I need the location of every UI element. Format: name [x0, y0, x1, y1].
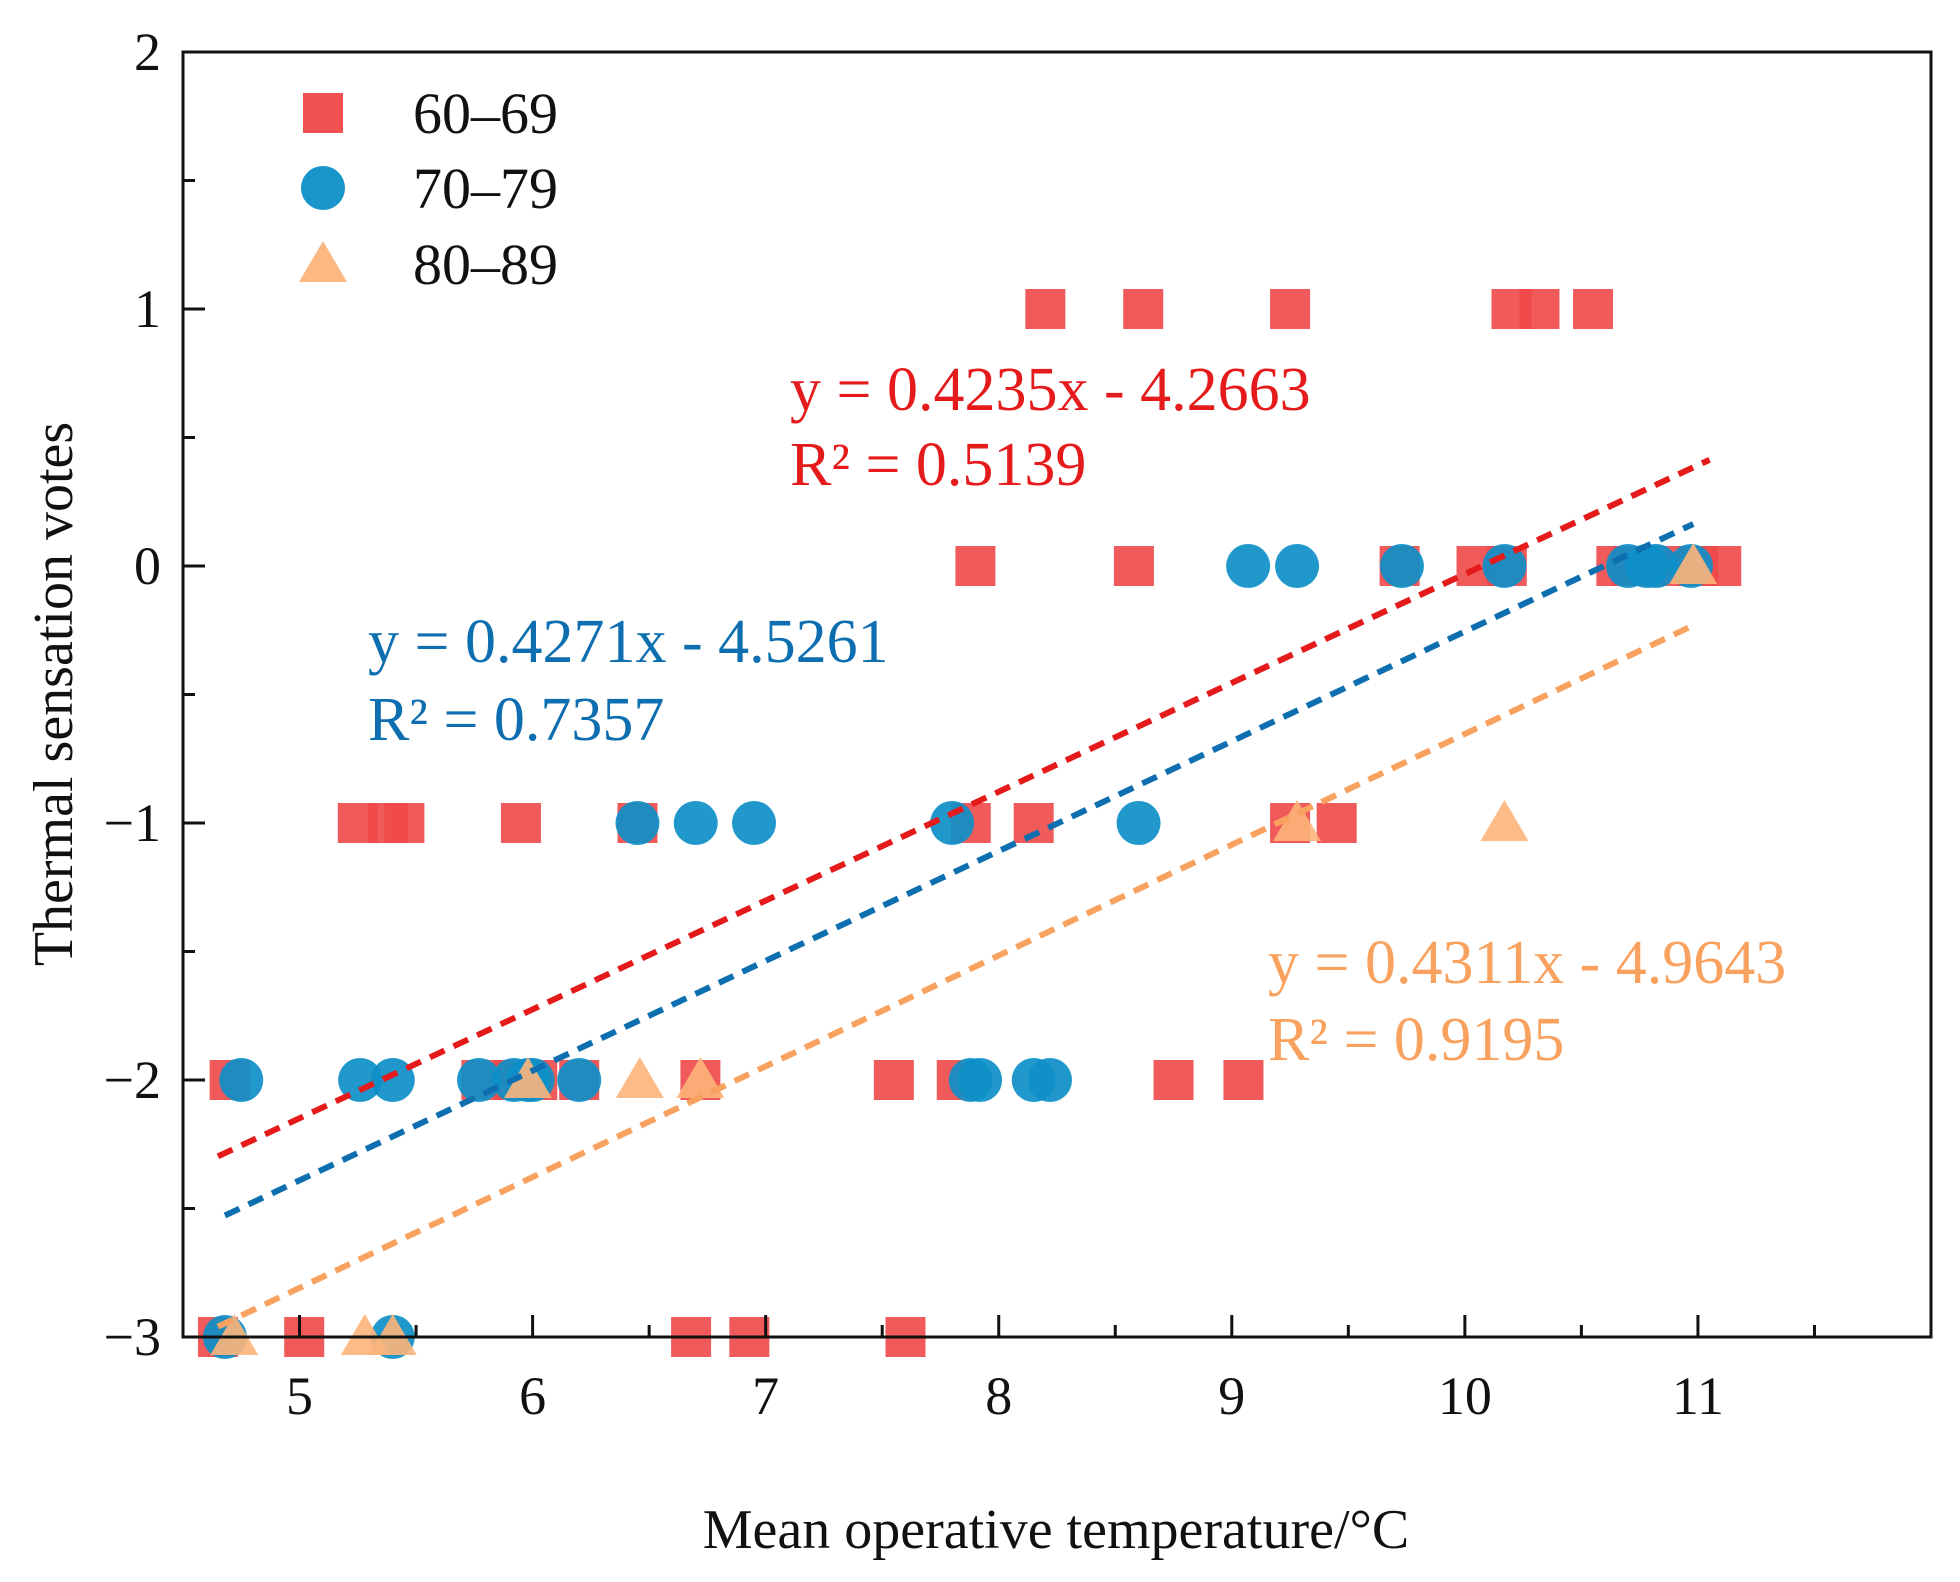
data-point — [1153, 1060, 1194, 1100]
data-point — [384, 803, 425, 843]
legend-marker-series-70-79 — [301, 166, 345, 210]
data-point — [210, 1314, 259, 1355]
y-tick-label: 2 — [134, 22, 161, 82]
x-tick-label: 5 — [286, 1366, 313, 1426]
data-point — [873, 1060, 914, 1100]
y-tick-label: −2 — [104, 1050, 161, 1110]
y-tick-label: 1 — [134, 279, 161, 339]
y-tick-label: −1 — [104, 793, 161, 853]
x-axis-label: Mean operative temperature/°C — [703, 1499, 1410, 1561]
data-point — [338, 1058, 383, 1102]
data-point — [368, 1314, 417, 1355]
series-80-89-points — [210, 543, 1718, 1355]
data-point — [1573, 289, 1614, 329]
data-point — [615, 801, 660, 845]
series-80-89-fit-equation: y = 0.4311x - 4.9643 — [1268, 929, 1786, 997]
data-point — [676, 1057, 725, 1098]
series-70-79-fit-line — [223, 521, 1695, 1219]
x-tick-label: 10 — [1438, 1366, 1492, 1426]
x-tick-label: 8 — [985, 1366, 1012, 1426]
data-point — [1316, 803, 1357, 843]
data-point — [1116, 801, 1161, 845]
data-point — [1028, 1058, 1073, 1102]
legend-marker-series-60-69 — [303, 93, 343, 133]
x-axis-ticks: 5 6 7 8 9 10 11 — [286, 1315, 1816, 1426]
legend-label-series-70-79: 70–79 — [413, 156, 558, 221]
series-80-89-fit-line — [216, 623, 1693, 1330]
data-point — [1379, 544, 1424, 588]
data-point — [930, 801, 975, 845]
series-70-79-fit-equation: y = 0.4271x - 4.5261 — [368, 608, 889, 676]
data-point — [1482, 544, 1527, 588]
data-point — [503, 1057, 552, 1098]
data-point — [557, 1058, 602, 1102]
data-point — [1226, 544, 1271, 588]
data-point — [1025, 289, 1066, 329]
y-tick-label: −3 — [104, 1307, 161, 1367]
fit-equations: y = 0.4235x - 4.2663 R² = 0.5139 y = 0.427… — [368, 356, 1786, 1074]
series-60-69-fit-r2: R² = 0.5139 — [790, 431, 1086, 499]
data-point — [1223, 1060, 1264, 1100]
data-point — [673, 801, 718, 845]
y-tick-label: 0 — [134, 536, 161, 596]
data-point — [1275, 544, 1320, 588]
fit-lines — [216, 457, 1711, 1330]
data-point — [1669, 543, 1718, 584]
series-70-79-fit-r2: R² = 0.7357 — [368, 686, 664, 754]
y-axis-label: Thermal sensation votes — [23, 422, 85, 966]
series-80-89-fit-r2: R² = 0.9195 — [1268, 1006, 1564, 1074]
data-point — [1480, 800, 1529, 841]
series-60-69-fit-equation: y = 0.4235x - 4.2663 — [790, 356, 1311, 424]
x-tick-label: 11 — [1672, 1366, 1724, 1426]
data-point — [732, 801, 777, 845]
series-60-69-fit-line — [216, 457, 1711, 1160]
data-point — [370, 1058, 415, 1102]
data-point — [1113, 546, 1154, 586]
legend-label-series-80-89: 80–89 — [413, 232, 558, 297]
data-point — [1123, 289, 1164, 329]
data-point — [1273, 800, 1322, 841]
data-point — [955, 546, 996, 586]
data-point — [219, 1058, 264, 1102]
x-tick-label: 6 — [519, 1366, 546, 1426]
data-point — [1270, 289, 1311, 329]
x-tick-label: 7 — [752, 1366, 779, 1426]
y-axis-ticks: −3 −2 −1 0 1 2 — [104, 22, 205, 1367]
legend-label-series-60-69: 60–69 — [413, 81, 558, 146]
x-tick-label: 9 — [1218, 1366, 1245, 1426]
data-point — [1633, 544, 1678, 588]
data-point — [615, 1057, 664, 1098]
legend: 60–69 70–79 80–89 — [299, 81, 558, 297]
data-point — [958, 1058, 1003, 1102]
legend-marker-series-80-89 — [299, 241, 347, 282]
data-point — [1519, 289, 1560, 329]
data-point — [500, 803, 541, 843]
